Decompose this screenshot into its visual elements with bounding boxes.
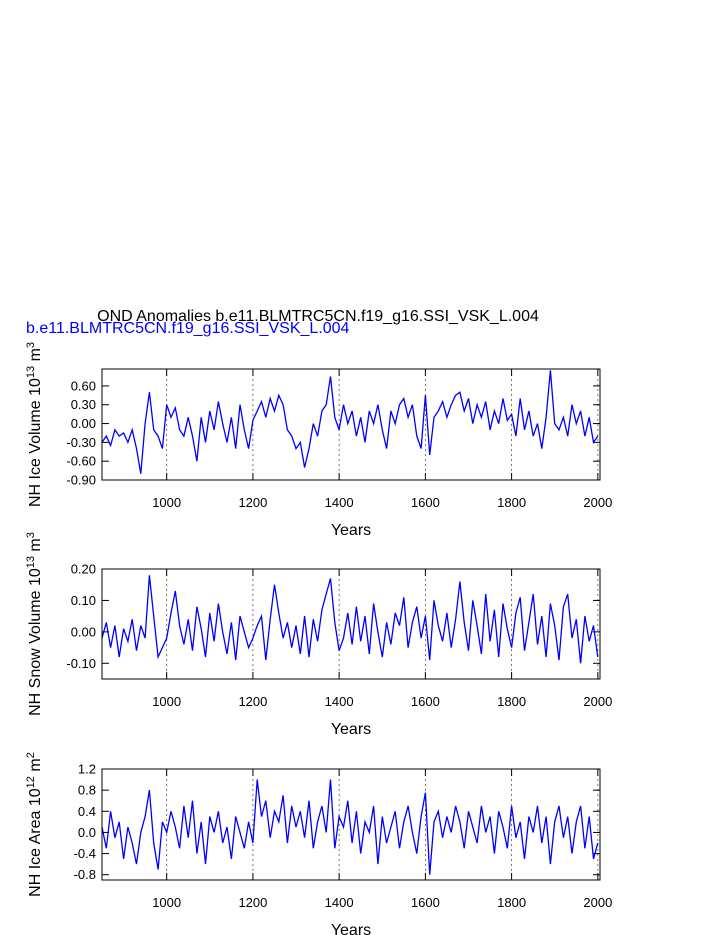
y-tick-label: 0.4 <box>78 804 96 819</box>
x-tick-label: 1600 <box>411 694 440 709</box>
y-tick-label: 0.60 <box>71 378 96 393</box>
y-tick-label: -0.8 <box>74 867 96 882</box>
x-tick-label: 2000 <box>583 895 612 910</box>
x-tick-label: 1000 <box>152 895 181 910</box>
x-tick-label: 2000 <box>583 694 612 709</box>
x-tick-label: 1200 <box>238 895 267 910</box>
y-axis-label: NH Ice Area 1012 m2 <box>25 752 44 897</box>
x-tick-label: 1400 <box>325 495 354 510</box>
y-axis-label: NH Ice Volume 1013 m3 <box>25 342 44 507</box>
x-tick-label: 1800 <box>497 895 526 910</box>
data-line <box>101 575 599 664</box>
x-tick-label: 2000 <box>583 495 612 510</box>
y-tick-label: -0.4 <box>74 846 96 861</box>
y-axis-label-part: 13 <box>25 366 37 378</box>
plot-frame <box>101 368 601 481</box>
y-axis-label-part: NH Ice Volume 10 <box>27 378 44 507</box>
plot-frame <box>101 568 601 680</box>
x-tick-label: 1200 <box>238 495 267 510</box>
y-tick-label: -0.10 <box>66 656 96 671</box>
y-axis-label-part: m <box>27 758 44 776</box>
x-tick-label: 1000 <box>152 495 181 510</box>
y-tick-label: 0.30 <box>71 397 96 412</box>
y-axis-label-part: 2 <box>25 752 37 758</box>
chart-subtitle: b.e11.BLMTRC5CN.f19_g16.SSI_VSK_L.004 <box>26 320 350 337</box>
y-axis-label-part: 3 <box>25 342 37 348</box>
y-tick-label: 0.20 <box>71 562 96 577</box>
x-tick-label: 1400 <box>325 895 354 910</box>
x-tick-label: 1200 <box>238 694 267 709</box>
y-axis-label-part: NH Ice Area 10 <box>27 788 44 897</box>
x-tick-label: 1600 <box>411 495 440 510</box>
x-axis-label: Years <box>331 922 371 935</box>
y-tick-label: -0.90 <box>66 473 96 488</box>
y-axis-label: NH Snow Volume 1013 m3 <box>25 532 44 716</box>
y-axis-label-part: NH Snow Volume 10 <box>27 568 44 716</box>
y-tick-label: 1.2 <box>78 762 96 777</box>
y-axis-label-part: 13 <box>25 556 37 568</box>
y-axis-label-part: m <box>27 538 44 556</box>
y-tick-label: 0.10 <box>71 593 96 608</box>
data-line <box>101 779 599 875</box>
y-tick-label: 0.00 <box>71 624 96 639</box>
x-axis-label: Years <box>331 522 371 539</box>
y-axis-label-part: m <box>27 348 44 366</box>
x-tick-label: 1600 <box>411 895 440 910</box>
y-axis-label-part: 3 <box>25 532 37 538</box>
y-axis-label-part: 12 <box>25 776 37 788</box>
x-tick-label: 1800 <box>497 495 526 510</box>
y-tick-label: 0.8 <box>78 783 96 798</box>
x-axis-label: Years <box>331 721 371 738</box>
y-tick-label: -0.30 <box>66 435 96 450</box>
y-tick-label: 0.00 <box>71 416 96 431</box>
x-tick-label: 1000 <box>152 694 181 709</box>
data-line <box>101 370 599 474</box>
plot-frame <box>101 768 601 881</box>
x-tick-label: 1400 <box>325 694 354 709</box>
x-tick-label: 1800 <box>497 694 526 709</box>
y-tick-label: 0.0 <box>78 825 96 840</box>
y-tick-label: -0.60 <box>66 454 96 469</box>
chart-title: OND Anomalies b.e11.BLMTRC5CN.f19_g16.SS… <box>97 308 539 325</box>
